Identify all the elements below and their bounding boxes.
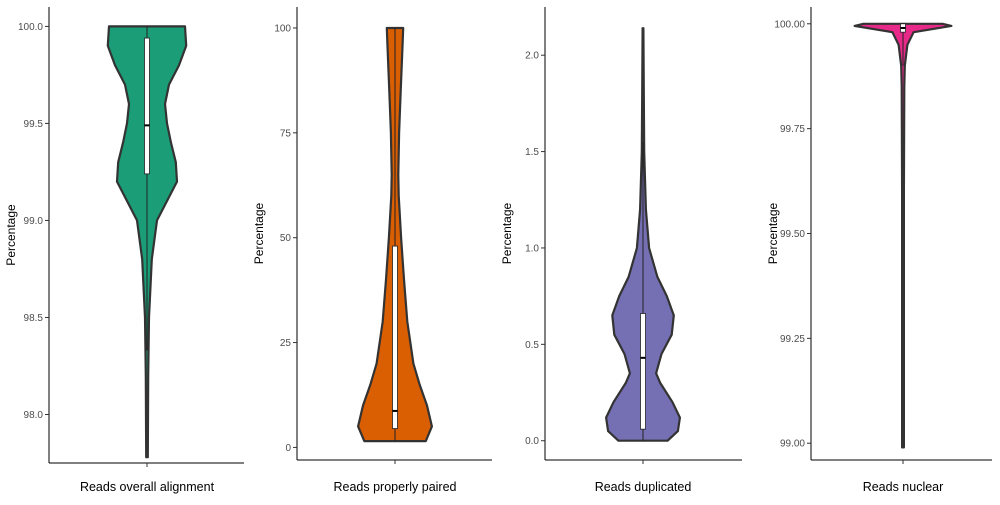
x-axis-title: Reads nuclear — [863, 480, 944, 494]
panel-2: 0 25 50 75 100 Percentage Reads properly paire… — [252, 7, 492, 494]
y-tick-label: 100 — [274, 23, 291, 34]
y-tick-label: 99.0 — [24, 216, 44, 227]
y-axis-title: Percentage — [766, 202, 780, 264]
y-tick-label: 50 — [280, 233, 292, 244]
x-axis-title: Reads overall alignment — [80, 480, 215, 494]
y-tick-label: 99.50 — [780, 229, 805, 240]
y-tick-label: 1.5 — [525, 147, 539, 158]
violin-body — [853, 22, 953, 449]
y-axis-title: Percentage — [4, 204, 18, 266]
panel-1: 98.0 98.5 99.0 99.5 100.0 Percentage Reads ove… — [4, 7, 244, 494]
y-tick-label: 98.5 — [24, 313, 44, 324]
y-axis-title: Percentage — [500, 202, 514, 264]
x-axis-title: Reads properly paired — [334, 480, 457, 494]
y-tick-label: 25 — [280, 338, 292, 349]
y-tick-label: 0.5 — [525, 340, 539, 351]
box-iqr — [392, 245, 398, 429]
y-tick-label: 0 — [285, 443, 291, 454]
y-tick-label: 99.5 — [24, 119, 44, 130]
panel-4: 99.00 99.25 99.50 99.75 100.00 Percentage Read… — [766, 7, 992, 494]
y-tick-label: 75 — [280, 128, 292, 139]
y-axis-title: Percentage — [252, 202, 266, 264]
y-tick-label: 99.75 — [780, 124, 805, 135]
panel-3: 0.0 0.5 1.0 1.5 2.0 Percentage Reads duplicate… — [500, 7, 742, 494]
y-tick-label: 98.0 — [24, 410, 44, 421]
y-tick-label: 2.0 — [525, 51, 539, 62]
y-tick-label: 0.0 — [525, 436, 539, 447]
box-iqr — [144, 37, 150, 175]
box-iqr — [640, 313, 646, 430]
x-axis-title: Reads duplicated — [595, 480, 692, 494]
y-tick-label: 100.00 — [774, 19, 805, 30]
y-tick-label: 1.0 — [525, 243, 539, 254]
y-tick-label: 100.0 — [18, 22, 43, 33]
y-tick-label: 99.00 — [780, 439, 805, 450]
y-tick-label: 99.25 — [780, 334, 805, 345]
